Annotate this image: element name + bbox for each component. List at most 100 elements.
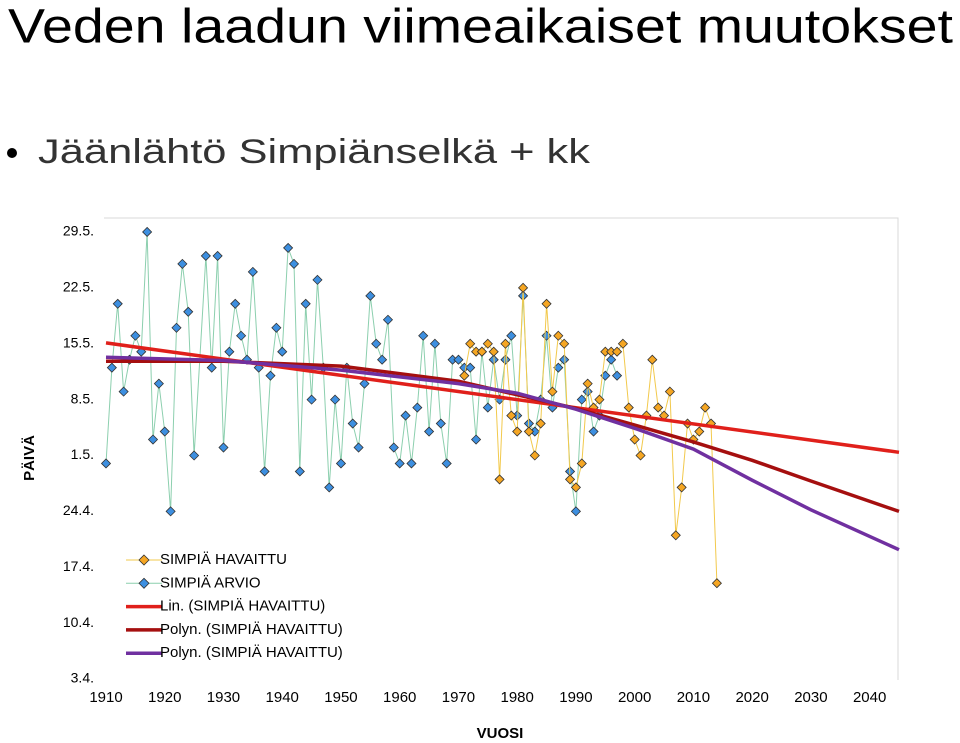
data-point (529, 450, 540, 461)
data-point (564, 474, 576, 485)
y-tick-label: 15.5. (63, 334, 94, 350)
x-tick-label: 1980 (500, 689, 533, 706)
x-tick-label: 1970 (442, 689, 475, 706)
slide-title: Veden laadun viimeaikaiset muutokset (8, 1, 953, 54)
data-point (523, 426, 534, 437)
y-axis-title: PÄIVÄ (21, 435, 38, 481)
data-point (647, 354, 658, 365)
data-point (582, 378, 593, 389)
data-point (300, 298, 311, 309)
data-point (247, 266, 258, 277)
data-point (617, 338, 628, 349)
data-point (465, 338, 476, 349)
legend-marker (138, 577, 150, 589)
data-point (371, 338, 382, 349)
series-line (463, 287, 718, 584)
data-point (623, 402, 634, 413)
legend-label: Polyn. (SIMPIÄ HAVAITTU) (160, 644, 343, 661)
data-point (224, 346, 235, 357)
x-tick-label: 1910 (89, 689, 122, 706)
data-point (594, 394, 605, 405)
y-tick-label: 8.5. (71, 390, 94, 406)
data-point (588, 426, 599, 437)
data-point (541, 298, 552, 309)
x-tick-label: 1950 (324, 689, 357, 706)
data-point (406, 458, 417, 469)
data-point (453, 354, 464, 365)
data-point (359, 378, 370, 389)
data-point (312, 274, 323, 285)
data-point (482, 402, 493, 413)
data-point (547, 386, 558, 397)
data-point (394, 458, 405, 469)
data-point (142, 226, 153, 238)
data-point (306, 394, 317, 405)
data-point (488, 346, 499, 357)
data-point (159, 426, 170, 437)
x-tick-label: 2040 (853, 689, 886, 706)
data-point (236, 330, 247, 341)
bullet-text: Jäänlähtö Simpiänselkä + kk (38, 133, 591, 171)
data-point (653, 402, 664, 413)
data-point (429, 338, 441, 349)
data-point (441, 458, 452, 469)
data-point (288, 258, 300, 269)
data-point (324, 482, 335, 493)
data-point (265, 370, 276, 381)
data-point (177, 258, 188, 269)
y-tick-label: 17.4. (63, 558, 94, 574)
x-tick-label: 1930 (207, 689, 240, 706)
data-point (570, 506, 581, 517)
data-point (471, 434, 482, 445)
data-point (171, 322, 182, 333)
data-point (189, 450, 200, 461)
data-point (130, 330, 141, 341)
data-point (694, 426, 705, 437)
trend-line (105, 355, 900, 552)
data-point (241, 354, 253, 365)
data-point (147, 434, 159, 445)
data-point (664, 386, 675, 397)
data-point (711, 578, 722, 589)
data-point (253, 362, 264, 373)
data-point (294, 466, 305, 477)
data-point (400, 410, 411, 421)
bullet-dot (7, 148, 17, 158)
data-point (230, 298, 241, 309)
data-point (670, 530, 681, 541)
data-point (259, 466, 270, 477)
y-tick-label: 24.4. (63, 502, 94, 518)
data-point (635, 450, 646, 461)
x-tick-label: 2000 (618, 689, 651, 706)
x-tick-label: 1960 (383, 689, 416, 706)
data-point (100, 458, 112, 469)
data-point (611, 370, 623, 381)
x-tick-label: 2020 (735, 689, 768, 706)
data-point (559, 354, 570, 365)
data-point (212, 250, 223, 261)
data-point (506, 330, 517, 341)
data-point (388, 442, 399, 453)
data-point (606, 354, 617, 365)
legend-marker (138, 554, 150, 566)
data-point (512, 426, 523, 437)
y-tick-label: 29.5. (63, 223, 94, 239)
data-point (183, 306, 194, 317)
data-point (576, 394, 587, 405)
data-point (500, 338, 511, 349)
legend: SIMPIÄ HAVAITTU SIMPIÄ ARVIO Lin. (SIMPIÄ … (120, 548, 366, 670)
data-point (206, 362, 217, 373)
y-tick-label: 3.4. (71, 670, 94, 686)
data-point (611, 346, 623, 357)
data-point (482, 338, 493, 349)
data-point (382, 314, 394, 325)
data-point (218, 442, 229, 453)
x-tick-label: 1990 (559, 689, 592, 706)
data-point (459, 370, 470, 381)
data-point (629, 434, 640, 445)
data-point (347, 418, 358, 429)
plot: 3.4. 10.4. 17.4. 24.4. 1.5. 8.5. 15.5. 22.5. 29.… (63, 223, 900, 706)
data-point (506, 410, 517, 421)
legend-label: Lin. (SIMPIÄ HAVAITTU) (160, 598, 325, 615)
data-point (353, 442, 364, 453)
